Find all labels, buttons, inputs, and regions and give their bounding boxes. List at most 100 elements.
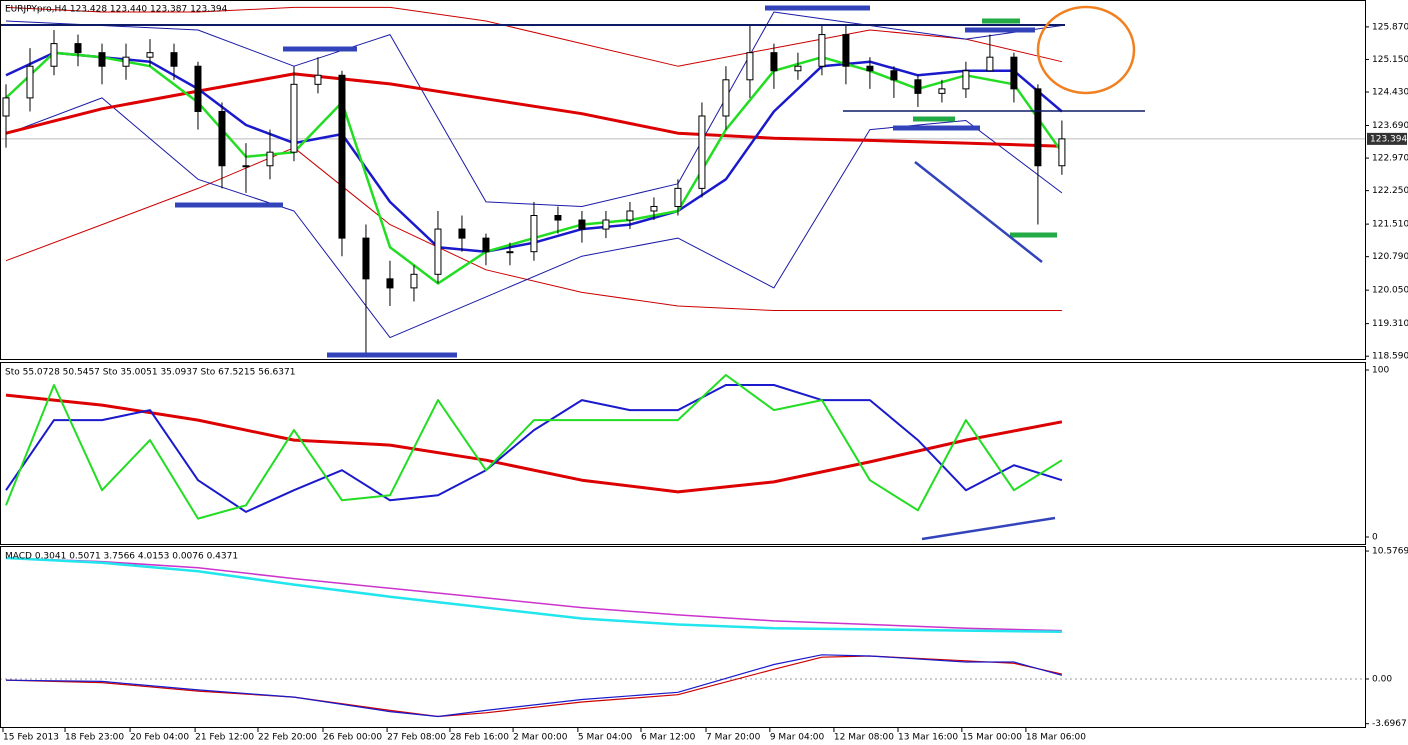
- candle-body: [746, 52, 754, 81]
- candle-body: [482, 237, 490, 253]
- y-tick-label: 121.510: [1372, 220, 1408, 230]
- y-tick-label: 100: [1372, 366, 1389, 376]
- y-tick-label: 119.310: [1372, 319, 1408, 329]
- candle-body: [362, 237, 370, 280]
- x-tick-label: 5 Mar 04:00: [578, 733, 633, 743]
- panel-border: [0, 546, 1366, 728]
- y-tick-label: 122.250: [1372, 186, 1408, 196]
- indicator-line: [5, 6, 1063, 67]
- candle-body: [602, 219, 610, 230]
- candle-body: [986, 56, 994, 72]
- candle-body: [1034, 88, 1042, 167]
- candle-body: [386, 278, 394, 289]
- candle-body: [338, 74, 346, 239]
- candle-body: [770, 52, 778, 72]
- macd-header: MACD 0.3041 0.5071 3.7566 4.0153 0.0076 …: [5, 552, 238, 562]
- candle-body: [242, 165, 250, 168]
- candle-body: [410, 273, 418, 289]
- candle-body: [1010, 56, 1018, 90]
- y-tick-label: 120.790: [1372, 252, 1408, 262]
- candle-body: [866, 65, 874, 72]
- indicator-line: [5, 655, 1063, 718]
- candle-body: [890, 70, 898, 81]
- candle-body: [170, 52, 178, 67]
- candle-body: [98, 52, 106, 67]
- trend-line: [914, 161, 1043, 263]
- candle-body: [530, 215, 538, 253]
- indicator-line: [5, 72, 1062, 148]
- x-tick-label: 22 Feb 20:00: [258, 733, 317, 743]
- x-tick-label: 27 Feb 08:00: [387, 733, 446, 743]
- y-tick-label: 125.870: [1372, 22, 1408, 32]
- x-tick-label: 18 Mar 06:00: [1026, 733, 1086, 743]
- candle-body: [506, 251, 514, 254]
- x-tick-label: 20 Feb 04:00: [130, 733, 189, 743]
- y-tick-label: 125.150: [1372, 55, 1408, 65]
- candle-body: [578, 219, 586, 230]
- current-price-box: [1367, 132, 1407, 145]
- x-tick-label: 21 Feb 12:00: [195, 733, 254, 743]
- annotations: [0, 5, 1145, 541]
- y-tick-label: 10.5769: [1372, 547, 1408, 557]
- candle-body: [962, 70, 970, 90]
- stochastic-header: Sto 55.0728 50.5457 Sto 35.0051 35.0937 …: [5, 368, 295, 378]
- candle-body: [938, 88, 946, 94]
- x-tick-label: 15 Feb 2013: [3, 733, 59, 743]
- candle-body: [266, 151, 274, 167]
- frames: [0, 0, 1366, 728]
- candle-body: [218, 110, 226, 167]
- candle-body: [626, 210, 634, 221]
- y-tick-label: 124.430: [1372, 88, 1408, 98]
- candle-body: [50, 43, 58, 67]
- candle-body: [554, 215, 562, 221]
- x-tick-label: 28 Feb 16:00: [450, 733, 509, 743]
- x-tick-label: 12 Mar 08:00: [834, 733, 894, 743]
- x-tick-label: 26 Feb 00:00: [323, 733, 382, 743]
- candle-body: [74, 43, 82, 54]
- candle-body: [194, 65, 202, 112]
- y-tick-label: 118.590: [1372, 352, 1408, 362]
- highlight-circle: [1036, 5, 1136, 95]
- candle-body: [1058, 138, 1066, 167]
- candle-body: [674, 187, 682, 207]
- candle-body: [722, 79, 730, 117]
- x-tick-label: 7 Mar 20:00: [706, 733, 761, 743]
- indicator-line: [5, 393, 1063, 494]
- candle-body: [650, 205, 658, 212]
- indicator-line: [5, 654, 1063, 718]
- y-tick-label: 122.970: [1372, 154, 1408, 164]
- indicator-line: [5, 556, 1062, 634]
- indicator-line: [5, 147, 1062, 311]
- current-price-label: 123.394: [1370, 134, 1407, 144]
- marks: 125.870 125.150 124.430 123.690 122.970 122.2…: [0, 6, 1408, 743]
- price-header: EURJPYpro,H4 123.428 123.440 123.387 123…: [5, 5, 228, 15]
- candle-body: [794, 65, 802, 72]
- y-tick-label: 123.690: [1372, 121, 1408, 131]
- candle-body: [26, 65, 34, 99]
- candle-body: [914, 79, 922, 94]
- candle-body: [818, 34, 826, 67]
- indicator-line: [5, 97, 1063, 339]
- candle-body: [122, 56, 130, 67]
- candle-body: [434, 228, 442, 275]
- y-tick-label: -3.6967: [1372, 719, 1407, 729]
- candle-body: [290, 83, 298, 153]
- candle-body: [698, 115, 706, 189]
- indicator-line: [5, 374, 1063, 520]
- x-tick-label: 6 Mar 12:00: [641, 733, 696, 743]
- candle-body: [842, 34, 850, 67]
- y-tick-label: 0: [1372, 533, 1378, 543]
- candle-body: [458, 228, 466, 239]
- indicator-line: [5, 557, 1062, 632]
- candle-body: [2, 97, 10, 117]
- candle-body: [146, 52, 154, 58]
- candle-body: [314, 74, 322, 85]
- x-tick-label: 15 Mar 00:00: [962, 733, 1022, 743]
- x-tick-label: 13 Mar 16:00: [898, 733, 958, 743]
- x-tick-label: 2 Mar 00:00: [513, 733, 568, 743]
- panel-border: [0, 362, 1366, 545]
- y-tick-label: 0.00: [1372, 674, 1392, 684]
- x-tick-label: 18 Feb 23:00: [65, 733, 124, 743]
